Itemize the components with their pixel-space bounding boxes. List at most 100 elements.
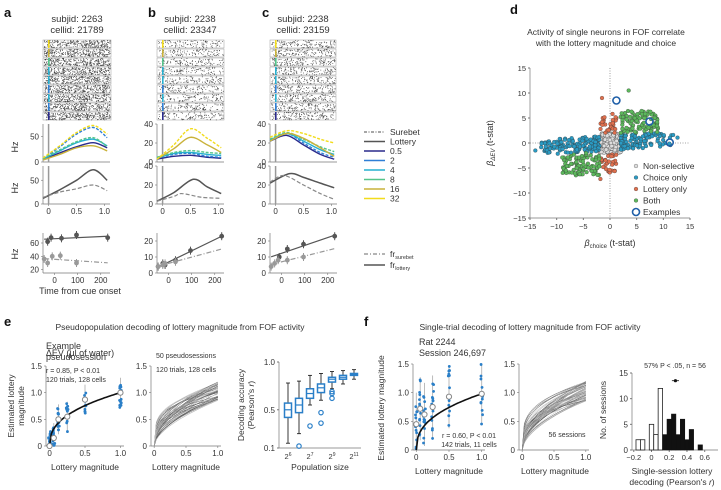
- y-tick-label: 1.0: [264, 358, 276, 367]
- y-tick-label: −15: [513, 214, 526, 223]
- mean-marker: [413, 421, 420, 428]
- trial-point: [83, 407, 87, 411]
- point-choice-only: [618, 141, 623, 146]
- legend-label-32: 32: [390, 194, 400, 204]
- legend-label-Surebet: Surebet: [390, 127, 420, 137]
- point-nonselective: [608, 140, 613, 146]
- point-choice-only: [543, 144, 548, 149]
- mean-marker: [46, 442, 53, 450]
- point-choice-only: [560, 147, 565, 152]
- point-both: [560, 170, 565, 175]
- psth-line-8: [42, 136, 108, 160]
- trial-point: [418, 402, 421, 406]
- point-nonselective: [614, 138, 619, 144]
- legend-label: Examples: [643, 207, 680, 217]
- point-lottery-only: [609, 154, 614, 159]
- raster-row: [269, 75, 337, 85]
- y-tick-label: 0: [262, 200, 267, 209]
- tuning-point-fr_surebet: [49, 253, 55, 259]
- trial-point: [432, 390, 435, 393]
- trial-point: [418, 418, 422, 422]
- raster-cue-marker: [275, 94, 277, 102]
- psth-lottery-a: 0 50: [30, 124, 110, 167]
- point-both: [629, 109, 634, 114]
- point-choice-only: [566, 138, 572, 143]
- y-tick-label: 10: [257, 253, 266, 262]
- mean-marker: [421, 411, 428, 418]
- point-lottery-only: [606, 128, 611, 133]
- point-nonselective: [603, 137, 608, 142]
- psth-choice-b: 0 20 40 0 0.5 1.0: [144, 162, 224, 216]
- point-lottery-only: [600, 119, 605, 125]
- legend-marker: [633, 186, 639, 192]
- point-choice-only: [629, 136, 634, 141]
- y-tick-label: 20: [257, 181, 266, 190]
- f-hist-title: 57% P < .05, n = 56: [644, 363, 706, 370]
- regression-fr_lottery: [44, 235, 108, 240]
- psth-lottery-c: 0 20 40: [257, 120, 337, 167]
- trial-point: [419, 411, 422, 415]
- psth-line-32: [156, 128, 222, 160]
- raster-row: [42, 111, 112, 121]
- x-tick-label: 200: [321, 276, 335, 285]
- tuning-point-fr_surebet: [173, 259, 178, 265]
- point-lottery-only: [613, 115, 618, 120]
- subjid-c: subjid: 2238: [277, 14, 328, 25]
- trial-point: [423, 407, 427, 411]
- y-tick-label: 15: [619, 369, 628, 378]
- raster-cue-marker: [162, 67, 164, 75]
- point-both: [624, 125, 629, 130]
- trial-point: [481, 413, 484, 417]
- session-curve: [521, 396, 586, 451]
- trial-point: [479, 377, 483, 381]
- panel-letter-b: b: [148, 5, 156, 20]
- y-tick-label: 0.5: [31, 415, 43, 424]
- mean-marker: [64, 413, 71, 420]
- trial-point: [480, 408, 484, 412]
- trial-point: [418, 398, 421, 402]
- point-lottery-only: [606, 159, 611, 164]
- raster-spikes: [158, 94, 224, 103]
- raster-cue-marker: [48, 85, 50, 93]
- psth-line-0.5: [269, 134, 335, 160]
- trial-point: [448, 409, 451, 413]
- tuning-point-fr_surebet: [284, 257, 290, 263]
- raster-row: [269, 57, 337, 67]
- f-example-title-2: Session 246,697: [419, 348, 486, 358]
- x-tick-label: 0.5: [185, 207, 197, 216]
- raster-row: [156, 93, 225, 103]
- x-tick-label: 0.2: [664, 453, 674, 462]
- regression-fr_surebet: [157, 248, 222, 267]
- y-tick-label: 20: [144, 181, 153, 190]
- panel-letter-e: e: [4, 314, 11, 329]
- example-marker: [645, 117, 654, 126]
- point-both: [597, 164, 602, 169]
- raster-spikes: [271, 112, 334, 121]
- e-example-stats: r = 0.85, P < 0.01: [46, 368, 100, 375]
- x-tick-label: 211: [349, 452, 359, 461]
- trial-point: [422, 436, 426, 440]
- trial-point: [65, 402, 69, 406]
- x-tick-label: 0.5: [443, 453, 455, 462]
- trial-point: [66, 430, 69, 433]
- point-both: [591, 164, 596, 169]
- x-tick-label: 0: [520, 453, 525, 462]
- raster-cue-marker: [162, 94, 164, 102]
- example-marker: [612, 96, 621, 105]
- point-both: [585, 161, 591, 166]
- point-choice-only: [593, 149, 599, 154]
- point-both: [628, 114, 633, 119]
- point-both: [574, 165, 579, 171]
- point-both: [620, 114, 626, 120]
- trial-point: [84, 391, 88, 395]
- f-example-ylabel: Estimated lottery magnitude: [376, 355, 386, 461]
- trial-point: [447, 414, 451, 418]
- point-choice-only: [671, 132, 676, 138]
- y-tick-label: 0.5: [136, 415, 148, 424]
- x-tick-label: 15: [686, 222, 694, 231]
- point-choice-only: [577, 144, 583, 149]
- trial-point: [418, 378, 422, 382]
- tuning-point-fr_lottery: [284, 246, 290, 252]
- y-tick-label: 0.1: [264, 444, 276, 453]
